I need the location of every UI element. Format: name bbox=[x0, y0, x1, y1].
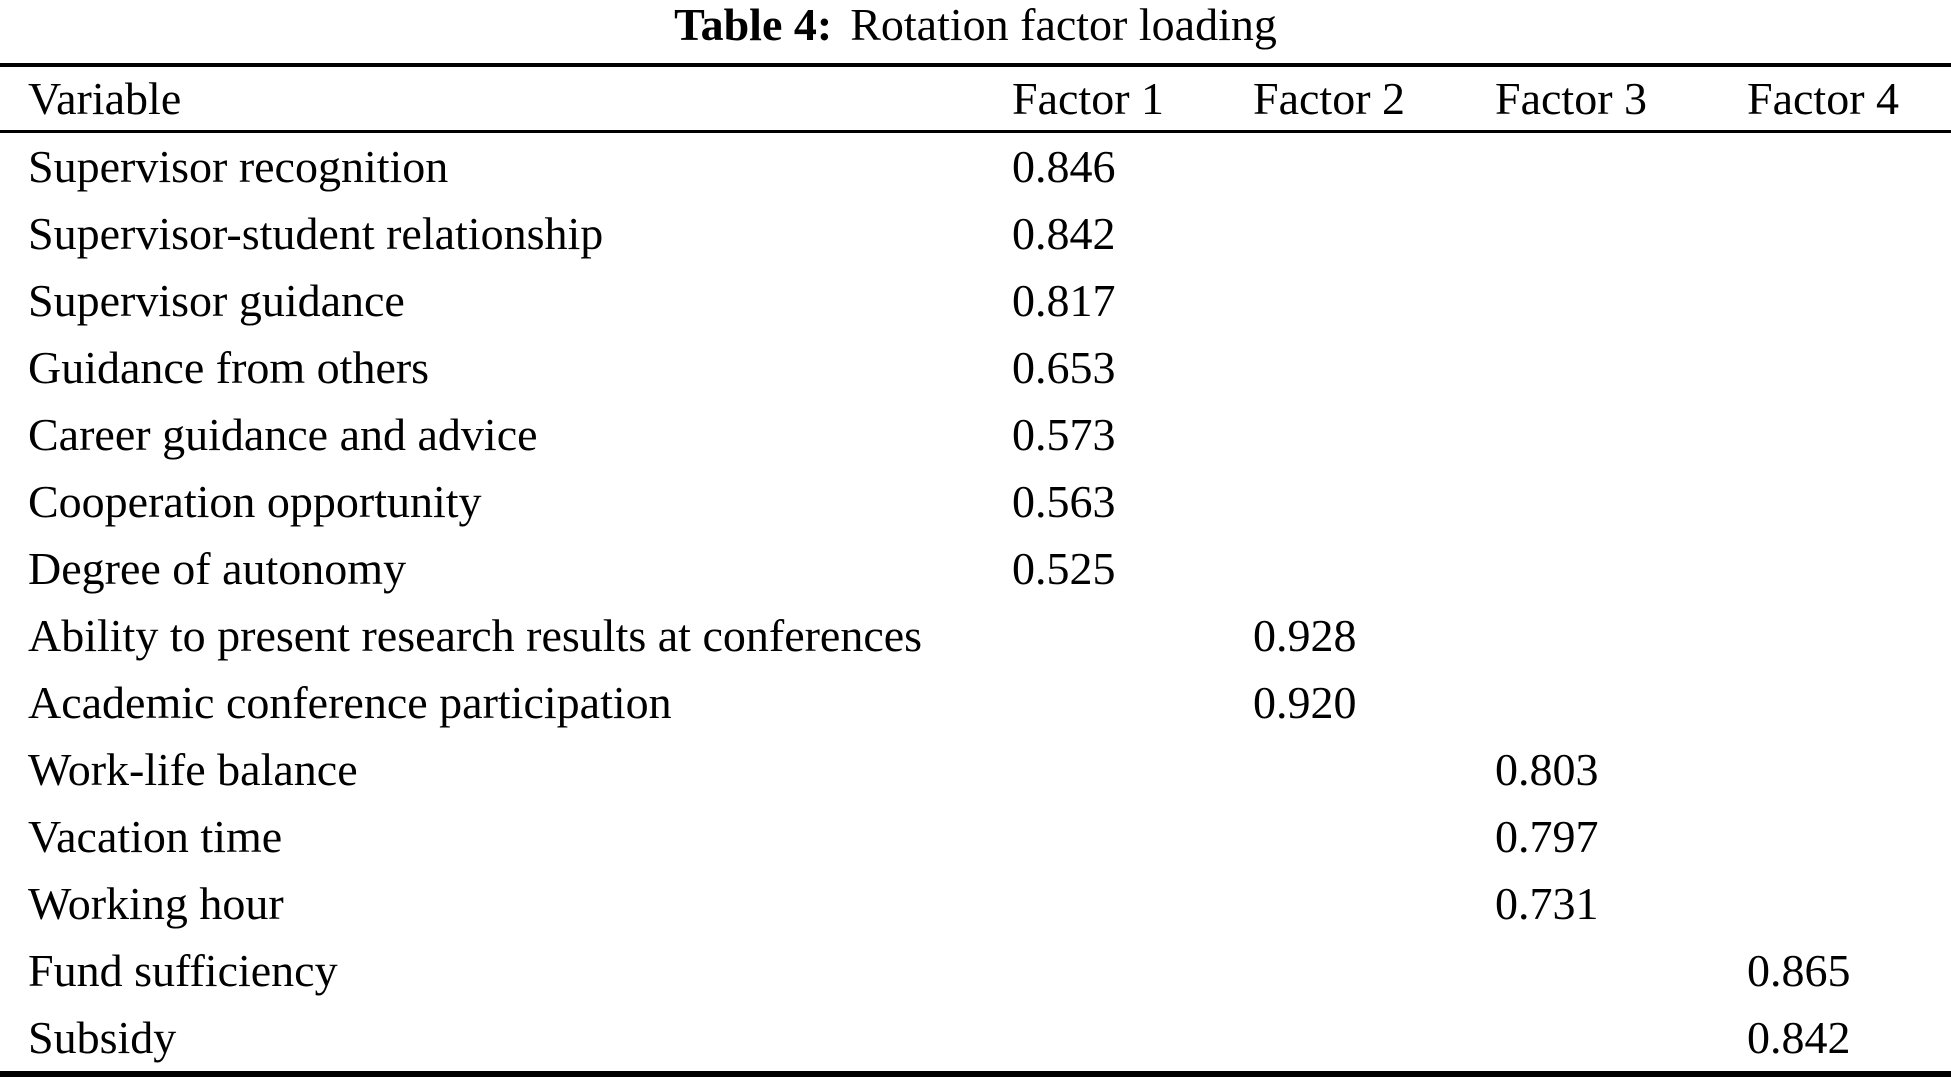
variable-cell: Cooperation opportunity bbox=[28, 476, 482, 527]
loading-cell bbox=[1012, 870, 1253, 937]
loading-cell: 0.653 bbox=[1012, 342, 1116, 393]
loading-cell bbox=[1495, 334, 1747, 401]
loading-cell bbox=[1253, 200, 1495, 267]
table-caption-label: Table 4: bbox=[674, 0, 833, 50]
loading-cell bbox=[1012, 669, 1253, 736]
loading-cell bbox=[1747, 132, 1951, 201]
loading-cell bbox=[1747, 535, 1951, 602]
variable-cell: Fund sufficiency bbox=[28, 945, 338, 996]
loading-cell bbox=[1495, 669, 1747, 736]
table-row: Ability to present research results at c… bbox=[0, 602, 1951, 669]
table-header-row: Variable Factor 1 Factor 2 Factor 3 Fact… bbox=[0, 65, 1951, 133]
rotation-factor-loading-table: Variable Factor 1 Factor 2 Factor 3 Fact… bbox=[0, 63, 1951, 1077]
loading-cell bbox=[1012, 602, 1253, 669]
loading-cell: 0.563 bbox=[1012, 476, 1116, 527]
column-header-factor-1: Factor 1 bbox=[1012, 65, 1253, 133]
table-body: Supervisor recognition 0.846 Supervisor-st… bbox=[0, 132, 1951, 1075]
loading-cell: 0.865 bbox=[1747, 945, 1851, 996]
variable-cell: Supervisor recognition bbox=[28, 141, 449, 192]
table-row: Fund sufficiency 0.865 bbox=[0, 937, 1951, 1004]
column-header-factor-3: Factor 3 bbox=[1495, 65, 1747, 133]
loading-cell bbox=[1253, 870, 1495, 937]
loading-cell bbox=[1747, 200, 1951, 267]
table-row: Academic conference participation 0.920 bbox=[0, 669, 1951, 736]
loading-cell bbox=[1495, 267, 1747, 334]
loading-cell bbox=[1253, 803, 1495, 870]
table-row: Supervisor recognition 0.846 bbox=[0, 132, 1951, 201]
variable-cell: Subsidy bbox=[28, 1012, 177, 1063]
loading-cell bbox=[1012, 1004, 1253, 1074]
loading-cell bbox=[1495, 200, 1747, 267]
loading-cell bbox=[1253, 937, 1495, 1004]
loading-cell bbox=[1012, 736, 1253, 803]
table-row: Working hour 0.731 bbox=[0, 870, 1951, 937]
loading-cell bbox=[1747, 870, 1951, 937]
table-row: Subsidy 0.842 bbox=[0, 1004, 1951, 1074]
loading-cell bbox=[1012, 803, 1253, 870]
variable-cell: Supervisor guidance bbox=[28, 275, 405, 326]
loading-cell bbox=[1747, 267, 1951, 334]
table-row: Supervisor guidance 0.817 bbox=[0, 267, 1951, 334]
table-row: Guidance from others 0.653 bbox=[0, 334, 1951, 401]
table-caption-text: Rotation factor loading bbox=[850, 0, 1277, 50]
variable-cell: Academic conference participation bbox=[28, 677, 672, 728]
loading-cell bbox=[1747, 669, 1951, 736]
loading-cell bbox=[1253, 736, 1495, 803]
variable-cell: Working hour bbox=[28, 878, 284, 929]
variable-cell: Guidance from others bbox=[28, 342, 430, 393]
loading-cell: 0.846 bbox=[1012, 141, 1116, 192]
variable-cell: Work-life balance bbox=[28, 744, 358, 795]
loading-cell bbox=[1253, 132, 1495, 201]
variable-cell: Career guidance and advice bbox=[28, 409, 538, 460]
loading-cell: 0.731 bbox=[1495, 878, 1599, 929]
table-caption: Table 4: Rotation factor loading bbox=[0, 0, 1951, 54]
variable-cell: Vacation time bbox=[28, 811, 283, 862]
table-header: Variable Factor 1 Factor 2 Factor 3 Fact… bbox=[0, 65, 1951, 133]
loading-cell bbox=[1495, 937, 1747, 1004]
column-header-factor-4: Factor 4 bbox=[1747, 65, 1951, 133]
loading-cell bbox=[1253, 334, 1495, 401]
loading-cell bbox=[1495, 401, 1747, 468]
loading-cell bbox=[1012, 937, 1253, 1004]
loading-cell: 0.525 bbox=[1012, 543, 1116, 594]
loading-cell bbox=[1747, 736, 1951, 803]
column-header-variable: Variable bbox=[0, 65, 1012, 133]
loading-cell bbox=[1495, 468, 1747, 535]
loading-cell bbox=[1747, 803, 1951, 870]
loading-cell: 0.842 bbox=[1012, 208, 1116, 259]
variable-cell: Supervisor-student relationship bbox=[28, 208, 604, 259]
loading-cell bbox=[1495, 602, 1747, 669]
loading-cell bbox=[1747, 401, 1951, 468]
loading-cell: 0.573 bbox=[1012, 409, 1116, 460]
table-row: Degree of autonomy 0.525 bbox=[0, 535, 1951, 602]
table-row: Cooperation opportunity 0.563 bbox=[0, 468, 1951, 535]
loading-cell bbox=[1747, 468, 1951, 535]
loading-cell bbox=[1495, 132, 1747, 201]
loading-cell bbox=[1495, 535, 1747, 602]
loading-cell bbox=[1495, 1004, 1747, 1074]
loading-cell bbox=[1253, 267, 1495, 334]
table-row: Vacation time 0.797 bbox=[0, 803, 1951, 870]
table-row: Career guidance and advice 0.573 bbox=[0, 401, 1951, 468]
table-row: Work-life balance 0.803 bbox=[0, 736, 1951, 803]
loading-cell: 0.842 bbox=[1747, 1012, 1851, 1063]
loading-cell bbox=[1253, 401, 1495, 468]
loading-cell: 0.817 bbox=[1012, 275, 1116, 326]
column-header-factor-2: Factor 2 bbox=[1253, 65, 1495, 133]
loading-cell bbox=[1253, 1004, 1495, 1074]
loading-cell: 0.928 bbox=[1253, 610, 1357, 661]
variable-cell: Degree of autonomy bbox=[28, 543, 407, 594]
loading-cell: 0.920 bbox=[1253, 677, 1357, 728]
loading-cell: 0.803 bbox=[1495, 744, 1599, 795]
loading-cell: 0.797 bbox=[1495, 811, 1599, 862]
loading-cell bbox=[1747, 602, 1951, 669]
loading-cell bbox=[1747, 334, 1951, 401]
variable-cell: Ability to present research results at c… bbox=[28, 610, 923, 661]
loading-cell bbox=[1253, 535, 1495, 602]
loading-cell bbox=[1253, 468, 1495, 535]
table-row: Supervisor-student relationship 0.842 bbox=[0, 200, 1951, 267]
